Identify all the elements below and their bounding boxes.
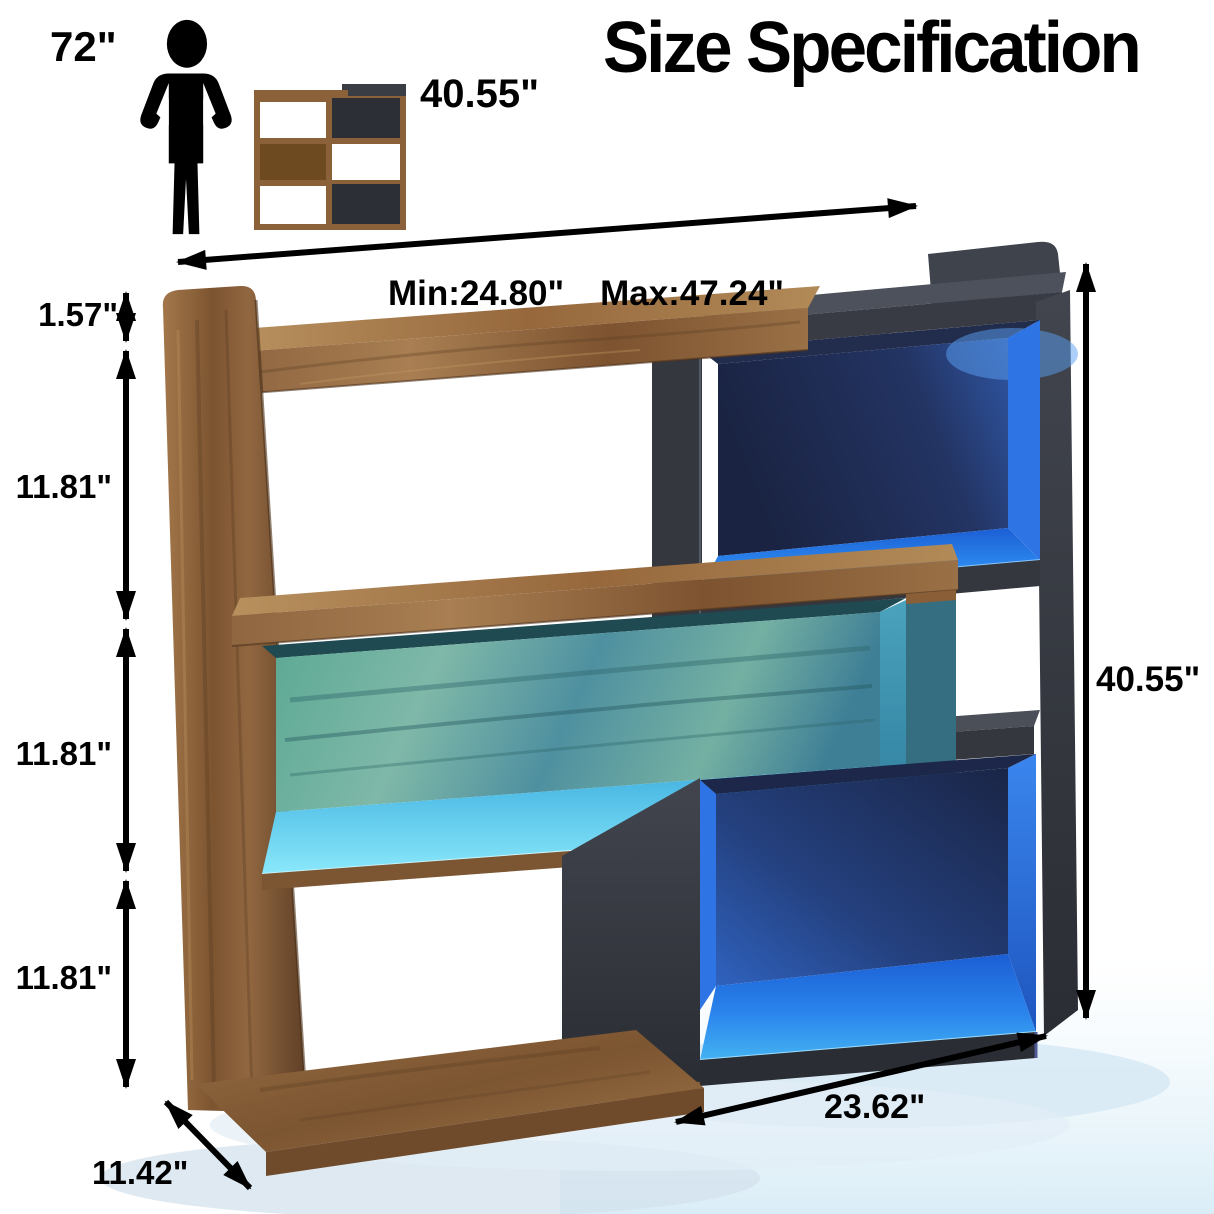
right-side-panel (1036, 290, 1078, 1036)
overall-height-label: 40.55" (1096, 660, 1201, 699)
bottom-right-led-cubby (699, 754, 1038, 1086)
depth-label: 11.42" (92, 1154, 189, 1191)
dimension-arrows (116, 198, 1096, 1191)
width-arrow (176, 198, 918, 270)
person-icon (140, 19, 232, 235)
depth-arrow (163, 1099, 253, 1191)
wood-top-shelf (239, 286, 820, 395)
bottom-divider-panel (562, 778, 700, 1084)
middle-wood-shelf (231, 544, 959, 647)
person-height-label: 72" (50, 23, 117, 70)
top-divider-panel (652, 350, 702, 622)
shelf-height-label-3: 11.81" (15, 959, 112, 996)
shelf-height-label-2: 11.81" (15, 735, 112, 772)
shelf-height-label-1: 11.81" (15, 468, 112, 505)
width-dimension-label: Min:24.80" Max:47.24" (388, 276, 784, 311)
product-height-label: 40.55" (420, 72, 540, 116)
bottom-wood-base (196, 1030, 704, 1176)
width-max-label: Max:47.24" (600, 274, 785, 313)
top-thickness-label: 1.57" (38, 296, 118, 333)
cubby-width-label: 23.62" (824, 1088, 926, 1126)
width-min-label: Min:24.80" (388, 274, 565, 313)
cubby-width-arrow (674, 1032, 1048, 1126)
page-title: Size Specification (602, 8, 1142, 88)
mini-bookshelf-icon (254, 84, 406, 230)
